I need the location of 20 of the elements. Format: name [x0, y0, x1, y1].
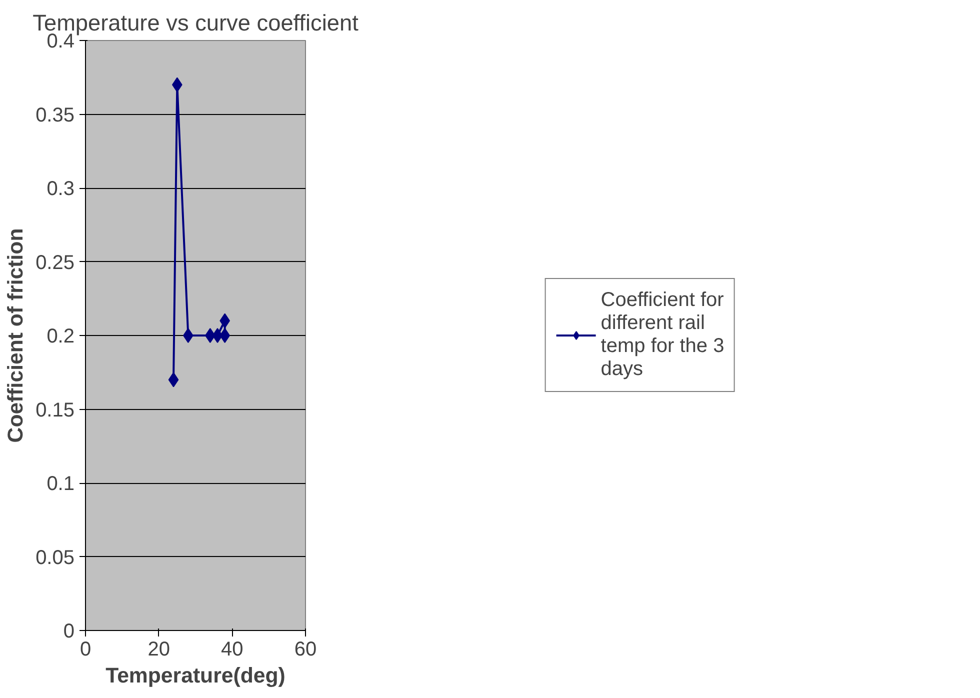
- y-axis-title: Coefficient of friction: [4, 228, 28, 443]
- y-tick-label: 0.1: [46, 473, 75, 495]
- y-tick-label: 0.15: [36, 399, 75, 422]
- y-tick-label: 0.3: [46, 178, 75, 200]
- point: [205, 328, 216, 343]
- x-tick-label: 20: [148, 638, 170, 660]
- y-tick-label: 0.2: [46, 326, 75, 348]
- y-tick-label: 0: [63, 620, 74, 642]
- y-tick-label: 0.05: [36, 546, 75, 569]
- legend-label: Coefficient for different rail temp for the 3 days: [600, 289, 724, 381]
- x-tick-label: 60: [294, 638, 317, 660]
- x-axis-title: Temperature(deg): [106, 664, 286, 688]
- point: [212, 328, 223, 343]
- x-tick-label: 0: [80, 638, 92, 660]
- y-tick-label: 0.35: [36, 104, 75, 126]
- y-tick-label: 0.25: [36, 252, 75, 274]
- point: [168, 372, 179, 388]
- x-tick-label: 40: [221, 638, 244, 660]
- point: [183, 328, 194, 343]
- point: [220, 328, 230, 343]
